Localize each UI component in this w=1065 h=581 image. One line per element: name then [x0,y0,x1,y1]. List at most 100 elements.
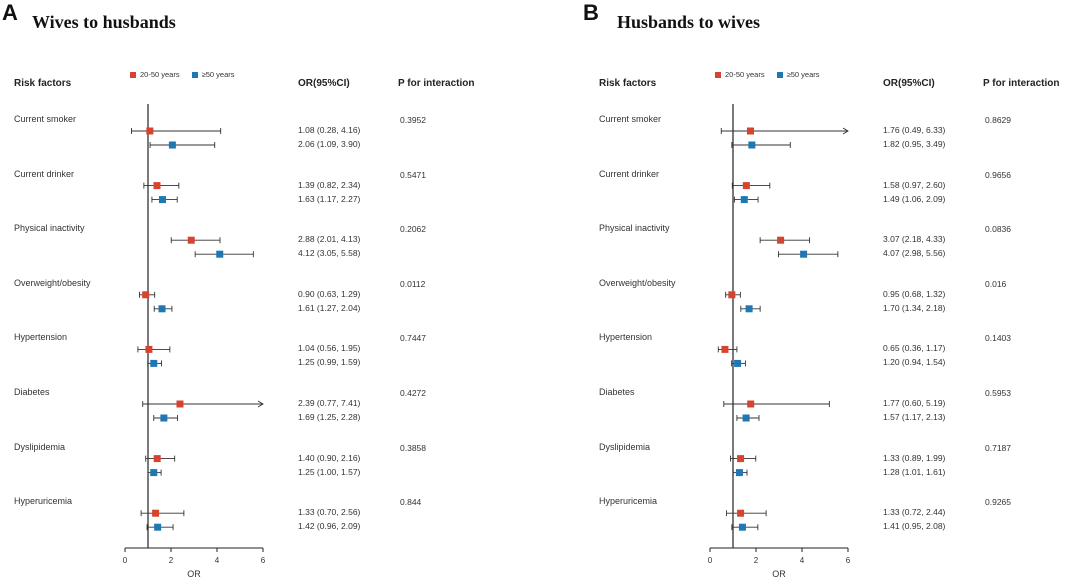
forest-plot-svg: 0 2 4 6 OR [708,104,851,579]
or-point-g1 [737,455,745,463]
p-interaction-value: 0.3858 [400,442,426,453]
x-tick-label: 2 [169,556,174,565]
or-ci-text-g1: 1.33 (0.70, 2.56) [298,507,361,518]
risk-factor-label: Overweight/obesity [14,277,91,288]
risk-factor-label: Hyperuricemia [599,496,658,507]
or-point-g2 [154,523,162,531]
or-ci-text-g2: 4.12 (3.05, 5.58) [298,248,361,259]
or-ci-text-g2: 1.25 (1.00, 1.57) [298,466,361,477]
p-interaction-value: 0.0836 [985,224,1011,235]
or-ci-text-g1: 1.76 (0.49, 6.33) [883,125,946,135]
x-tick-label: 0 [708,556,713,565]
header-p-interaction: P for interaction [398,78,475,89]
legend-swatch-group1 [130,71,136,78]
x-tick-label: 0 [123,556,128,565]
or-ci-text-g2: 1.69 (1.25, 2.28) [298,412,361,422]
p-interaction-value: 0.016 [985,278,1007,289]
or-point-g1 [146,127,154,135]
legend-label-group1: 20-50 years [725,70,765,79]
forest-panel-b: B Husbands to wives 20-50 years ≥50 year… [583,0,1065,581]
p-interaction-value: 0.5953 [985,388,1011,398]
or-ci-text-g1: 1.39 (0.82, 2.34) [298,179,361,190]
p-interaction-value: 0.9265 [985,497,1011,508]
risk-factor-label: Dyslipidemia [599,441,651,452]
x-axis-label: OR [187,569,201,579]
or-ci-text-g2: 2.06 (1.09, 3.90) [298,139,361,149]
or-ci-text-g1: 3.07 (2.18, 4.33) [883,234,946,245]
or-point-g2 [216,250,224,258]
panel-title: Wives to husbands [32,12,176,32]
or-point-g1 [721,345,729,353]
p-interaction-value: 0.3952 [400,115,426,125]
or-ci-text-g1: 0.90 (0.63, 1.29) [298,288,361,299]
or-point-g2 [168,141,176,149]
or-ci-text-g1: 0.95 (0.68, 1.32) [883,288,946,299]
or-ci-text-g2: 1.70 (1.34, 2.18) [883,302,946,313]
or-ci-text-g2: 4.07 (2.98, 5.56) [883,248,946,259]
or-ci-text-g2: 1.25 (0.99, 1.59) [298,357,361,368]
or-ci-text-g2: 1.82 (0.95, 3.49) [883,139,946,149]
x-axis-label: OR [772,569,786,579]
header-p-interaction: P for interaction [983,78,1060,89]
legend-label-group1: 20-50 years [140,70,180,79]
or-point-g1 [747,400,755,408]
or-ci-text-g1: 1.58 (0.97, 2.60) [883,179,946,190]
legend-swatch-group2 [776,71,783,78]
risk-factor-label: Dyslipidemia [14,441,66,452]
or-ci-text-g2: 1.57 (1.17, 2.13) [883,412,946,422]
or-point-g1 [777,236,785,244]
p-interaction-value: 0.9656 [985,169,1011,180]
or-ci-text-g1: 1.33 (0.72, 2.44) [883,507,946,518]
or-ci-text-g1: 1.04 (0.56, 1.95) [298,343,361,354]
or-ci-text-g1: 1.77 (0.60, 5.19) [883,398,946,408]
risk-factor-label: Hypertension [599,332,653,343]
or-point-g2 [742,414,750,422]
or-point-g1 [152,509,160,517]
p-interaction-value: 0.8629 [985,115,1011,125]
or-point-g1 [187,236,195,244]
x-tick-label: 6 [261,556,266,565]
p-interaction-value: 0.7187 [985,442,1011,453]
x-tick-label: 6 [846,556,851,565]
or-ci-text-g1: 2.88 (2.01, 4.13) [298,234,361,245]
p-interaction-value: 0.1403 [985,333,1011,344]
or-ci-text-g1: 1.40 (0.90, 2.16) [298,452,361,463]
or-ci-text-g2: 1.28 (1.01, 1.61) [883,466,946,477]
or-point-g1 [145,345,153,353]
or-point-g1 [153,455,161,463]
or-point-g2 [734,359,742,367]
or-ci-text-g1: 0.65 (0.36, 1.17) [883,343,946,354]
legend: 20-50 years ≥50 years [715,70,820,79]
risk-factor-label: Current smoker [14,114,77,124]
forest-plot-svg: 0 2 4 6 OR [123,104,266,579]
or-point-g2 [158,196,166,204]
header-or-ci: OR(95%CI) [883,78,935,89]
header-risk-factors: Risk factors [599,78,657,89]
legend-swatch-group2 [191,71,198,78]
or-point-g1 [728,291,736,299]
p-interaction-value: 0.0112 [400,278,426,289]
x-tick-label: 2 [754,556,759,565]
ci-arrow-g1 [257,400,264,408]
legend-label-group2: ≥50 years [201,70,235,79]
or-ci-text-g2: 1.41 (0.95, 2.08) [883,521,946,532]
legend-swatch-group1 [715,71,721,78]
or-point-g2 [158,305,166,313]
risk-factor-label: Current drinker [14,168,75,179]
or-point-g2 [740,196,748,204]
or-ci-text-g1: 1.33 (0.89, 1.99) [883,452,946,463]
or-point-g2 [745,305,753,313]
risk-factor-label: Current drinker [599,168,660,179]
forest-panel-a: A Wives to husbands 20-50 years ≥50 year… [2,0,475,579]
risk-factor-label: Hypertension [14,332,68,343]
or-point-g2 [150,359,158,367]
or-point-g2 [800,250,808,258]
risk-factor-label: Current smoker [599,114,662,124]
p-interaction-value: 0.7447 [400,333,426,344]
or-point-g1 [737,509,745,517]
header-risk-factors: Risk factors [14,78,72,89]
or-point-g1 [742,182,750,190]
or-ci-text-g2: 1.63 (1.17, 2.27) [298,193,361,204]
or-ci-text-g2: 1.49 (1.06, 2.09) [883,193,946,204]
or-point-g2 [738,523,746,531]
